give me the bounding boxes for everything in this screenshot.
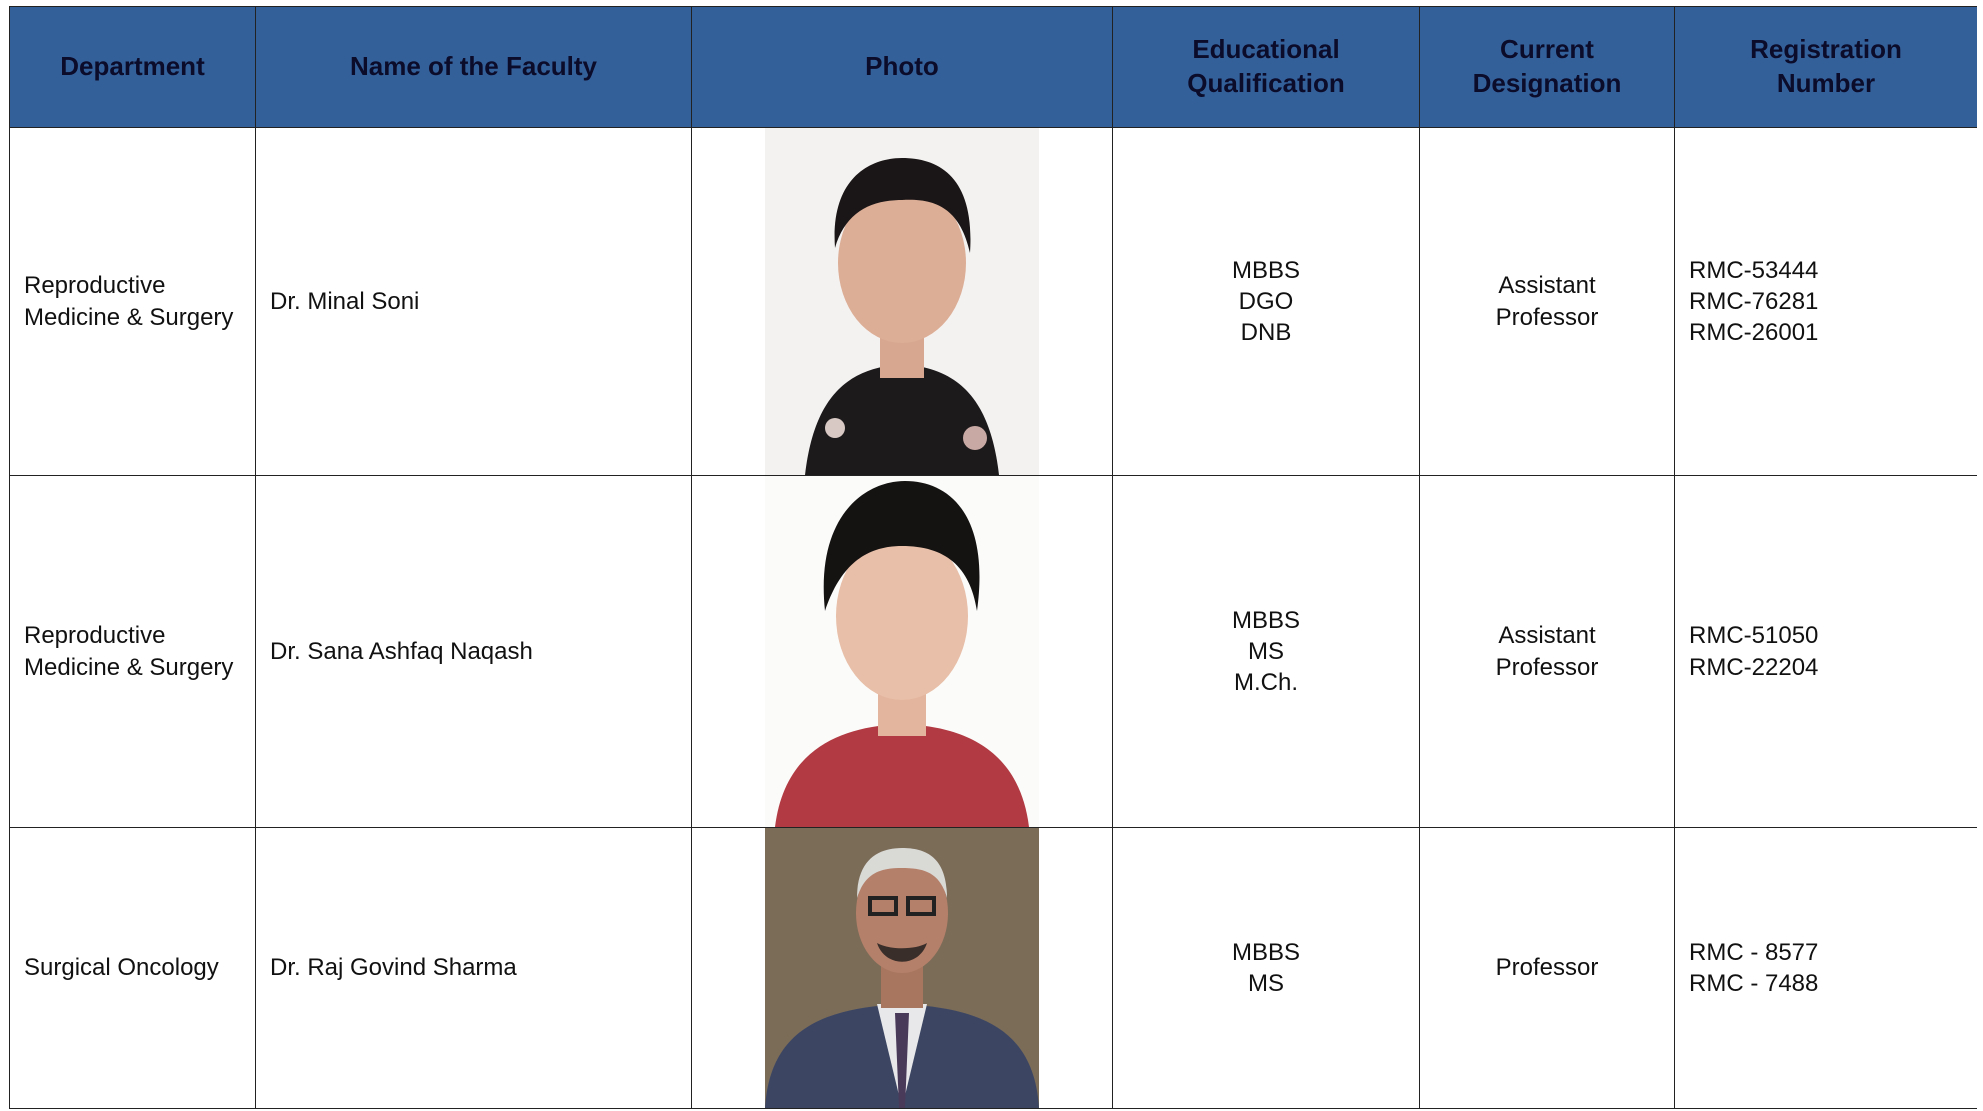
registration-line: RMC-51050 xyxy=(1689,622,1819,650)
photo-cell xyxy=(691,127,1113,476)
qualification-line: MBBS xyxy=(1231,256,1300,284)
photo xyxy=(765,128,1039,475)
qualification-line: DNB xyxy=(1240,319,1292,347)
header-row: Department Name of the Faculty Photo Educat… xyxy=(9,6,1977,128)
name-cell: Dr. Raj Govind Sharma xyxy=(255,827,692,1109)
table-row: Reproductive Medicine & Surgery Dr. Minal… xyxy=(9,127,1977,476)
qualification-line: MS xyxy=(1248,637,1284,665)
photo xyxy=(765,476,1039,827)
registration-cell: RMC-53444 RMC-76281 RMC-26001 xyxy=(1674,127,1977,476)
header-cell: Name of the Faculty xyxy=(255,6,692,128)
qualification-line: MS xyxy=(1248,970,1284,997)
table-row: Surgical Oncology Dr. Raj Govind Sharma MB… xyxy=(9,827,1977,1109)
photo-cell xyxy=(691,475,1113,828)
registration-line: RMC - 7488 xyxy=(1689,970,1819,997)
registration-cell: RMC - 8577 RMC - 7488 xyxy=(1674,827,1977,1109)
department-cell: Surgical Oncology xyxy=(9,827,256,1109)
header-cell: Photo xyxy=(691,6,1113,128)
designation-cell: Assistant Professor xyxy=(1419,127,1675,476)
header-cell: Department xyxy=(9,6,256,128)
header-cell: Educational Qualification xyxy=(1112,6,1420,128)
faculty-table: Department Name of the Faculty Photo Educat… xyxy=(9,6,1977,1109)
registration-cell: RMC-51050 RMC-22204 xyxy=(1674,475,1977,828)
qualification-cell: MBBS DGO DNB xyxy=(1112,127,1420,476)
table-body: Reproductive Medicine & Surgery Dr. Minal… xyxy=(9,127,1977,1109)
table-row: Reproductive Medicine & Surgery Dr. Sana … xyxy=(9,475,1977,828)
name-cell: Dr. Minal Soni xyxy=(255,127,692,476)
registration-line: RMC-26001 xyxy=(1689,319,1819,347)
registration-line: RMC-22204 xyxy=(1689,653,1819,681)
qualification-line: MBBS xyxy=(1231,938,1300,966)
qualification-cell: MBBS MS M.Ch. xyxy=(1112,475,1420,828)
qualification-line: M.Ch. xyxy=(1233,669,1298,697)
registration-line: RMC-76281 xyxy=(1689,287,1819,315)
registration-line: RMC - 8577 xyxy=(1689,938,1819,966)
qualification-cell: MBBS MS xyxy=(1112,827,1420,1109)
faculty-table-wrap: Department Name of the Faculty Photo Educat… xyxy=(9,6,1977,1111)
designation-cell: Professor xyxy=(1419,827,1675,1109)
department-cell: Reproductive Medicine & Surgery xyxy=(9,127,256,476)
header-cell: Current Designation xyxy=(1419,6,1675,128)
photo-cell xyxy=(691,827,1113,1109)
qualification-line: MBBS xyxy=(1231,606,1300,634)
registration-line: RMC-53444 xyxy=(1689,256,1819,284)
photo xyxy=(765,828,1039,1108)
designation-cell: Assistant Professor xyxy=(1419,475,1675,828)
qualification-line: DGO xyxy=(1238,287,1294,315)
name-cell: Dr. Sana Ashfaq Naqash xyxy=(255,475,692,828)
header-cell: Registration Number xyxy=(1674,6,1977,128)
department-cell: Reproductive Medicine & Surgery xyxy=(9,475,256,828)
